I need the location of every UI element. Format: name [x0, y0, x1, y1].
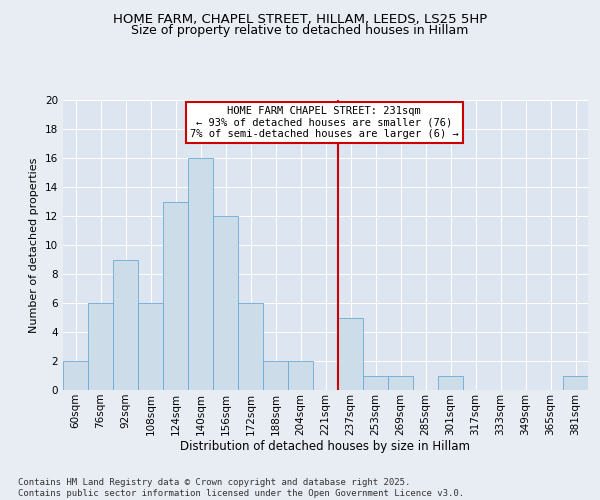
- Bar: [88, 303, 113, 390]
- Bar: [188, 158, 213, 390]
- Bar: [63, 361, 88, 390]
- Bar: [338, 318, 363, 390]
- Bar: [113, 260, 138, 390]
- Bar: [438, 376, 463, 390]
- Bar: [238, 303, 263, 390]
- Text: Contains HM Land Registry data © Crown copyright and database right 2025.
Contai: Contains HM Land Registry data © Crown c…: [18, 478, 464, 498]
- Text: Size of property relative to detached houses in Hillam: Size of property relative to detached ho…: [131, 24, 469, 37]
- Bar: [563, 376, 588, 390]
- Bar: [363, 376, 388, 390]
- Bar: [388, 376, 413, 390]
- X-axis label: Distribution of detached houses by size in Hillam: Distribution of detached houses by size …: [181, 440, 470, 454]
- Text: HOME FARM CHAPEL STREET: 231sqm
← 93% of detached houses are smaller (76)
7% of : HOME FARM CHAPEL STREET: 231sqm ← 93% of…: [190, 106, 458, 139]
- Bar: [288, 361, 313, 390]
- Bar: [213, 216, 238, 390]
- Text: HOME FARM, CHAPEL STREET, HILLAM, LEEDS, LS25 5HP: HOME FARM, CHAPEL STREET, HILLAM, LEEDS,…: [113, 12, 487, 26]
- Y-axis label: Number of detached properties: Number of detached properties: [29, 158, 40, 332]
- Bar: [263, 361, 288, 390]
- Bar: [138, 303, 163, 390]
- Bar: [163, 202, 188, 390]
